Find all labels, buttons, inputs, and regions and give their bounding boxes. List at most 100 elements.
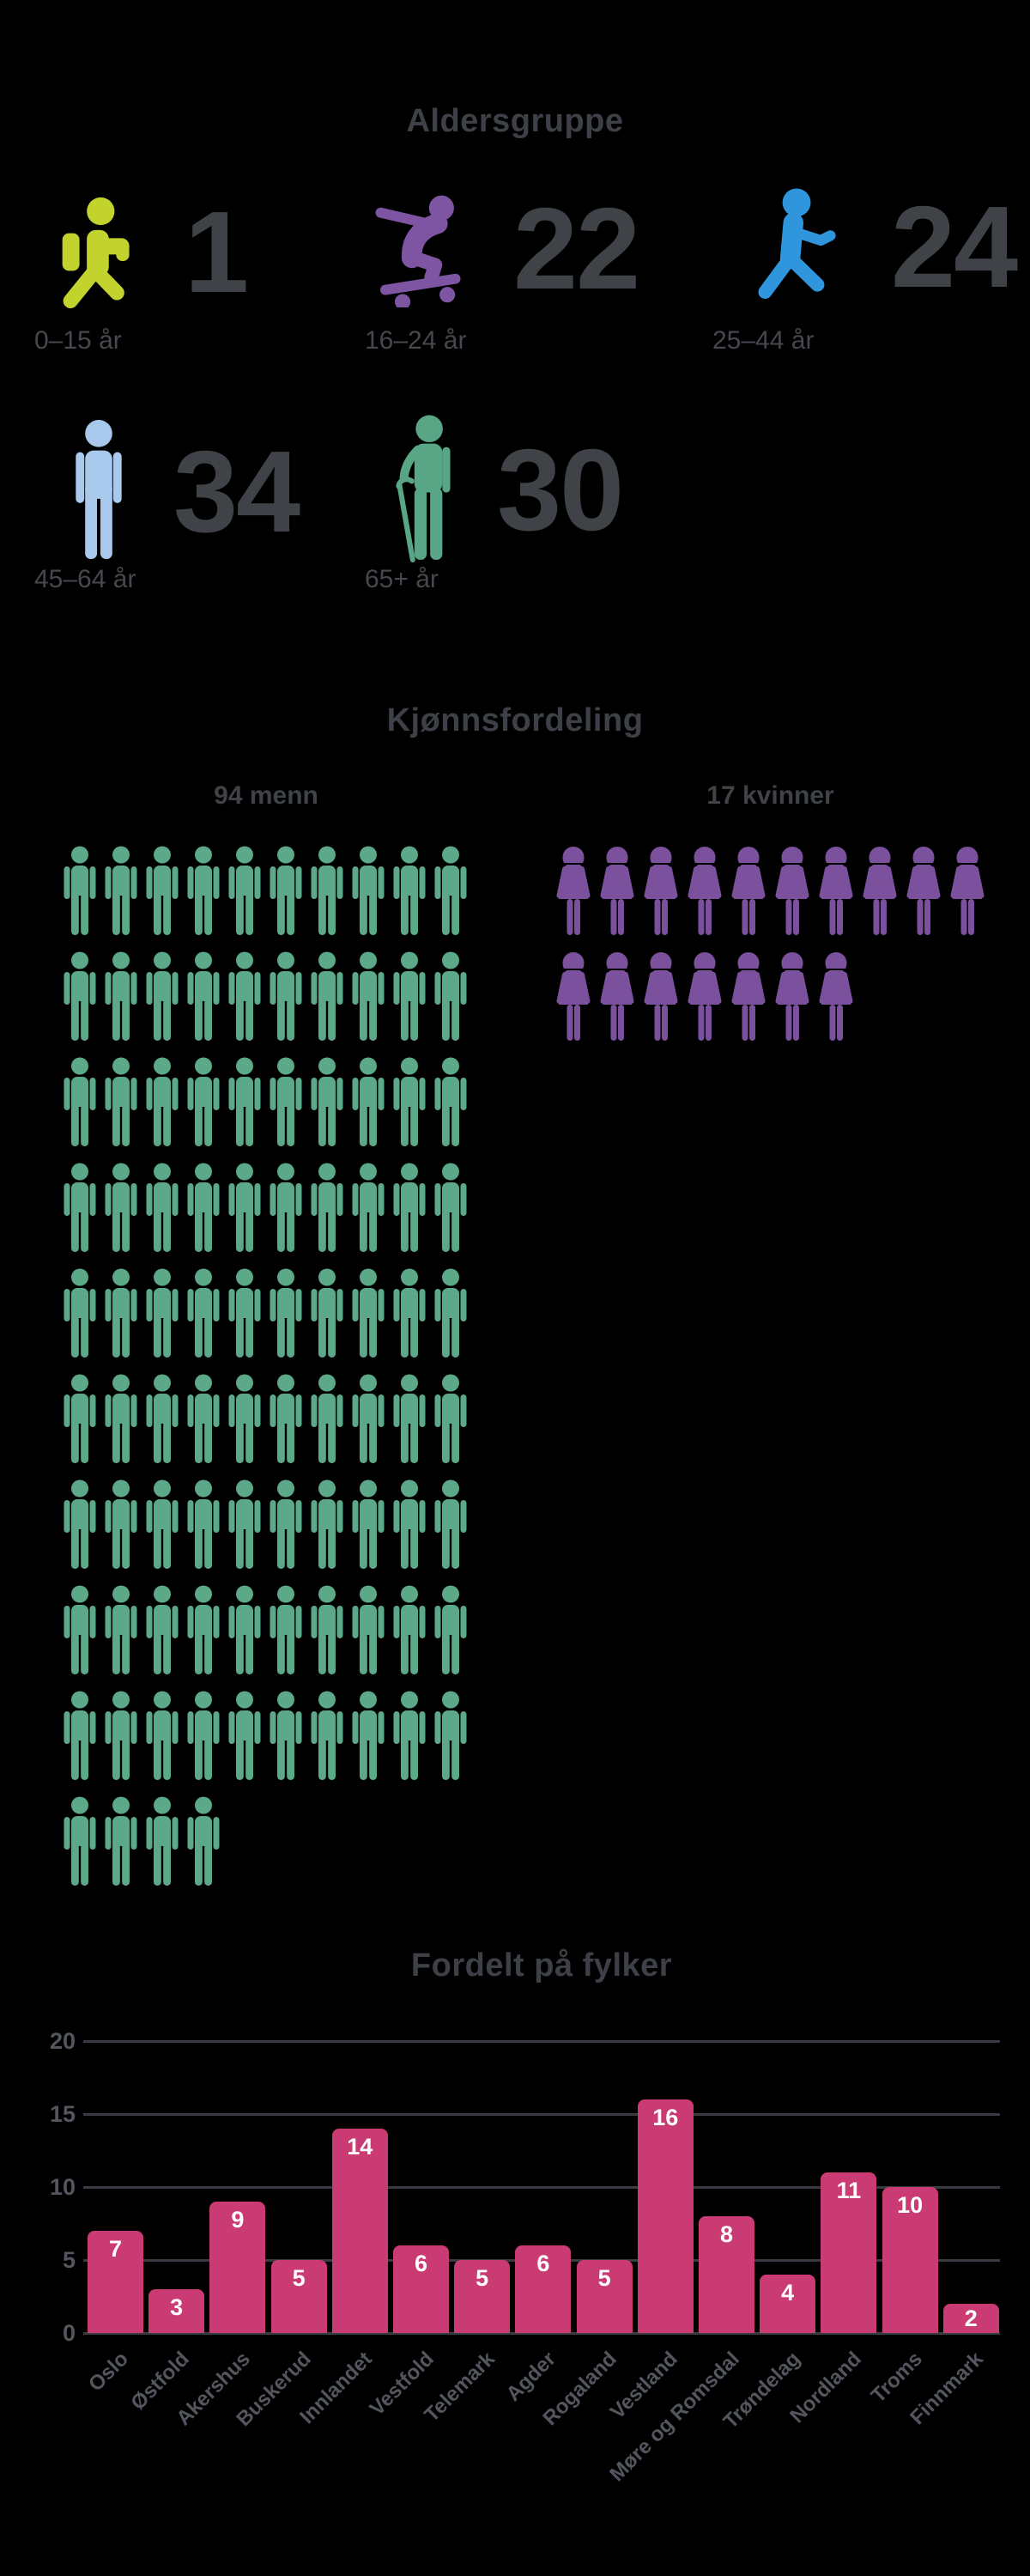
man-pictogram-icon	[269, 1691, 303, 1781]
women-count-label: 17 kvinner	[706, 781, 834, 810]
man-pictogram-icon	[227, 846, 262, 936]
bar-m-re-og-romsdal: 8	[699, 2216, 754, 2333]
men-pictogram-grid	[63, 846, 471, 1886]
man-pictogram-icon	[351, 951, 385, 1042]
man-pictogram-icon	[392, 1691, 427, 1781]
chart-title: Fordelt på fylker	[410, 1947, 673, 1984]
man-pictogram-icon	[145, 1057, 179, 1147]
standing-man-icon	[72, 419, 125, 563]
man-pictogram-icon	[186, 1163, 221, 1253]
woman-pictogram-icon	[904, 846, 943, 936]
man-pictogram-icon	[104, 951, 138, 1042]
man-pictogram-icon	[351, 1268, 385, 1358]
man-pictogram-icon	[227, 1374, 262, 1464]
man-pictogram-icon	[63, 1479, 97, 1570]
man-pictogram-icon	[392, 1374, 427, 1464]
bar-innlandet: 14	[331, 2129, 388, 2333]
man-pictogram-icon	[433, 1163, 468, 1253]
bar-value-label: 6	[414, 2251, 428, 2276]
bar-tr-ndelag: 4	[760, 2275, 816, 2333]
bar-rogaland: 5	[576, 2260, 633, 2333]
bar-value-label: 7	[108, 2236, 123, 2262]
woman-pictogram-icon	[816, 951, 856, 1042]
man-pictogram-icon	[186, 1796, 221, 1886]
man-pictogram-icon	[269, 1268, 303, 1358]
man-pictogram-icon	[63, 1163, 97, 1253]
woman-pictogram-icon	[597, 951, 637, 1042]
woman-pictogram-icon	[729, 951, 768, 1042]
age-group-45-64-r: 34	[34, 419, 300, 563]
man-pictogram-icon	[351, 1163, 385, 1253]
man-pictogram-icon	[63, 1057, 97, 1147]
man-pictogram-icon	[145, 846, 179, 936]
man-pictogram-icon	[227, 1585, 262, 1675]
man-pictogram-icon	[186, 1057, 221, 1147]
age-group-0-15-r: 1	[34, 187, 249, 317]
man-pictogram-icon	[186, 1374, 221, 1464]
man-pictogram-icon	[392, 1057, 427, 1147]
woman-pictogram-icon	[685, 846, 724, 936]
man-pictogram-icon	[104, 1585, 138, 1675]
age-group-value: 30	[497, 425, 624, 555]
bar-stfold: 3	[148, 2289, 205, 2333]
man-pictogram-icon	[145, 1268, 179, 1358]
age-group-value: 1	[185, 187, 249, 317]
age-section-title: Aldersgruppe	[406, 103, 624, 139]
man-pictogram-icon	[351, 1691, 385, 1781]
bar-vestfold: 6	[393, 2245, 449, 2333]
man-pictogram-icon	[145, 1691, 179, 1781]
woman-pictogram-icon	[772, 951, 812, 1042]
bar-value-label: 6	[536, 2251, 550, 2276]
man-pictogram-icon	[186, 1691, 221, 1781]
man-pictogram-icon	[104, 1796, 138, 1886]
man-pictogram-icon	[227, 1691, 262, 1781]
man-pictogram-icon	[310, 951, 344, 1042]
age-group-label: 65+ år	[365, 565, 439, 593]
man-pictogram-icon	[104, 1057, 138, 1147]
gridline-15	[83, 2112, 1000, 2116]
man-pictogram-icon	[186, 1479, 221, 1570]
men-count-label: 94 menn	[214, 781, 318, 810]
bar-value-label: 8	[719, 2221, 734, 2247]
man-pictogram-icon	[145, 1479, 179, 1570]
man-pictogram-icon	[145, 1796, 179, 1886]
man-pictogram-icon	[186, 846, 221, 936]
man-pictogram-icon	[63, 1374, 97, 1464]
man-pictogram-icon	[145, 1585, 179, 1675]
y-axis-tick-0: 0	[62, 2320, 76, 2346]
y-axis-tick-5: 5	[62, 2247, 76, 2273]
man-pictogram-icon	[433, 1479, 468, 1570]
gridline-20	[83, 2039, 1000, 2043]
age-group-label: 45–64 år	[34, 565, 136, 593]
man-pictogram-icon	[433, 1585, 468, 1675]
women-pictogram-grid	[554, 846, 990, 1042]
man-pictogram-icon	[269, 1374, 303, 1464]
age-group-16-24-r: 22	[365, 190, 640, 307]
woman-pictogram-icon	[685, 951, 724, 1042]
age-group-label: 16–24 år	[365, 326, 467, 355]
man-pictogram-icon	[392, 846, 427, 936]
man-pictogram-icon	[433, 846, 468, 936]
man-pictogram-icon	[145, 951, 179, 1042]
age-group-label: 25–44 år	[712, 326, 815, 355]
woman-pictogram-icon	[772, 846, 812, 936]
man-pictogram-icon	[310, 1479, 344, 1570]
man-pictogram-icon	[269, 1057, 303, 1147]
man-pictogram-icon	[63, 1268, 97, 1358]
man-pictogram-icon	[392, 951, 427, 1042]
bar-value-label: 3	[170, 2294, 184, 2320]
man-pictogram-icon	[433, 1374, 468, 1464]
man-pictogram-icon	[269, 1163, 303, 1253]
man-pictogram-icon	[186, 1585, 221, 1675]
man-pictogram-icon	[310, 1691, 344, 1781]
man-pictogram-icon	[310, 1057, 344, 1147]
man-pictogram-icon	[145, 1374, 179, 1464]
man-pictogram-icon	[104, 1374, 138, 1464]
man-pictogram-icon	[227, 1479, 262, 1570]
age-group-label: 0–15 år	[34, 326, 122, 355]
man-pictogram-icon	[310, 1163, 344, 1253]
bar-finnmark: 2	[942, 2304, 999, 2333]
woman-pictogram-icon	[554, 951, 593, 1042]
y-axis-tick-20: 20	[49, 2028, 76, 2054]
man-pictogram-icon	[351, 1057, 385, 1147]
